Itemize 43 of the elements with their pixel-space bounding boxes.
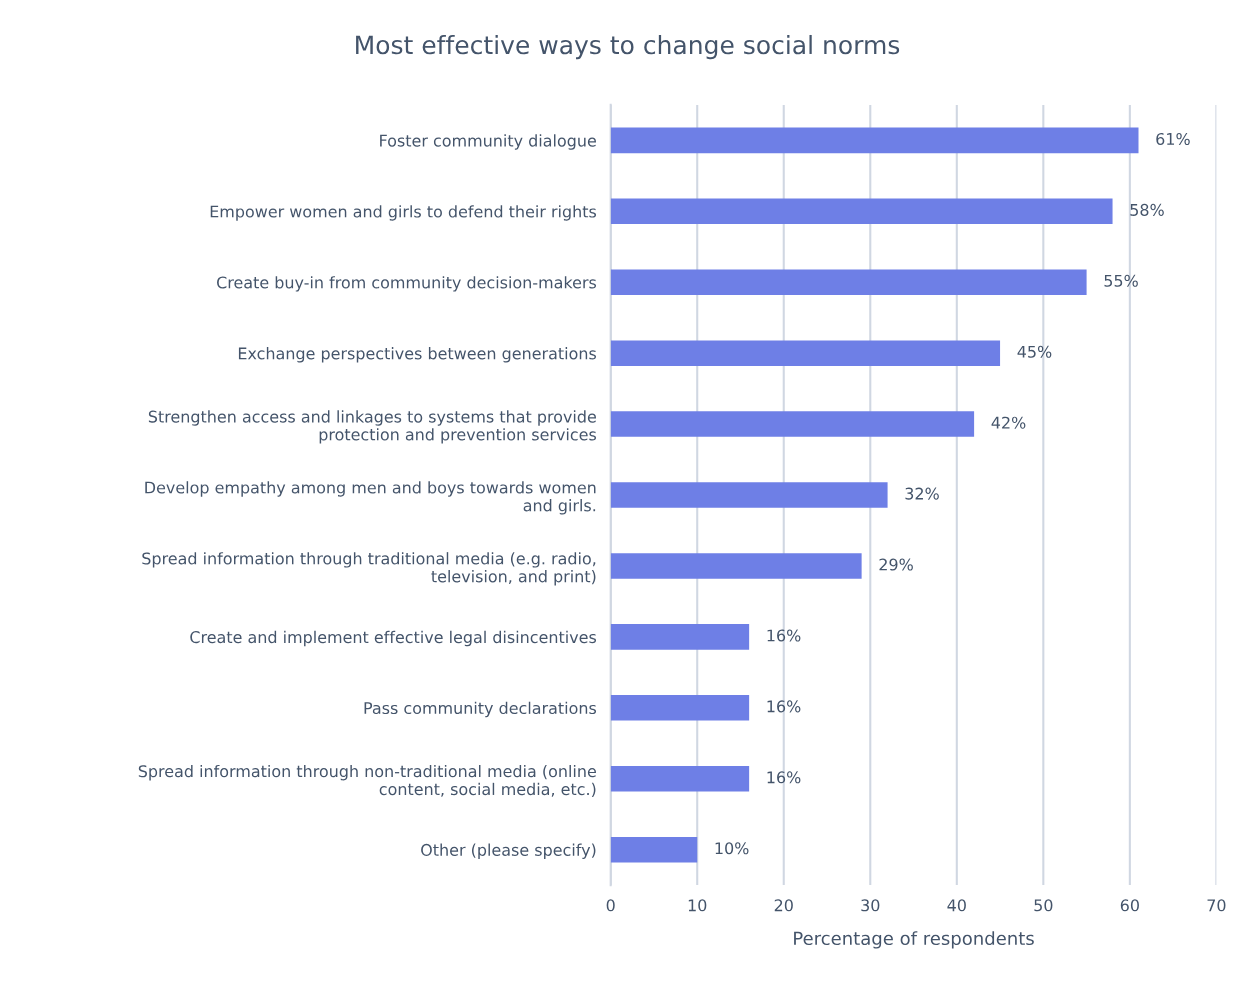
data-label: 55% bbox=[1104, 274, 1138, 287]
x-tick-label: 20 bbox=[774, 899, 793, 912]
x-tick-label: 60 bbox=[1120, 899, 1139, 912]
data-label: 10% bbox=[715, 842, 749, 855]
data-label: 42% bbox=[991, 416, 1026, 429]
y-tick-label: Create buy-in from community decision-makers bbox=[217, 276, 597, 292]
data-label: 61% bbox=[1156, 132, 1190, 145]
x-tick-label: 70 bbox=[1207, 899, 1226, 912]
bar bbox=[610, 836, 698, 863]
y-tick-label: Pass community declarations bbox=[364, 701, 597, 718]
bar bbox=[610, 695, 750, 721]
y-tick-label: Develop empathy among men and boys towards women and girls. bbox=[145, 481, 596, 515]
y-tick-label: Create and implement effective legal disincentives bbox=[190, 630, 597, 647]
y-tick-label: Foster community dialogue bbox=[380, 134, 596, 150]
y-tick-label: Exchange perspectives between generations bbox=[238, 347, 597, 363]
chart-title: Most effective ways to change social norms bbox=[356, 34, 900, 60]
data-label: 29% bbox=[879, 558, 913, 571]
x-tick-label: 10 bbox=[688, 899, 707, 912]
x-tick-label: 30 bbox=[861, 899, 880, 912]
bar bbox=[610, 127, 1139, 154]
x-axis-title: Percentage of respondents bbox=[794, 931, 1034, 949]
data-label: 58% bbox=[1130, 203, 1164, 216]
y-tick-label: Empower women and girls to defend their rights bbox=[210, 205, 597, 221]
y-tick-label: Spread information through non-traditional media (online content, social media, etc.) bbox=[138, 764, 596, 798]
bar bbox=[610, 765, 750, 792]
bar bbox=[610, 198, 1113, 225]
x-tick-label: 0 bbox=[606, 899, 615, 912]
bar bbox=[610, 340, 1001, 366]
bar bbox=[610, 482, 888, 508]
x-tick-label: 40 bbox=[947, 899, 966, 912]
y-tick-label: Other (please specify) bbox=[421, 843, 596, 860]
data-label: 32% bbox=[905, 487, 939, 500]
y-tick-label: Strengthen access and linkages to systems that provide protection and prevention services bbox=[148, 410, 597, 444]
x-tick-label: 50 bbox=[1034, 899, 1053, 912]
bar bbox=[610, 269, 1087, 295]
bar bbox=[610, 411, 975, 437]
data-label: 45% bbox=[1017, 345, 1052, 358]
y-tick-label: Spread information through traditional media (e.g. radio, television, and print) bbox=[142, 552, 596, 586]
data-label: 16% bbox=[767, 629, 801, 642]
data-label: 16% bbox=[767, 700, 801, 713]
bar bbox=[610, 624, 750, 650]
bar bbox=[610, 553, 862, 579]
data-label: 16% bbox=[767, 771, 801, 784]
